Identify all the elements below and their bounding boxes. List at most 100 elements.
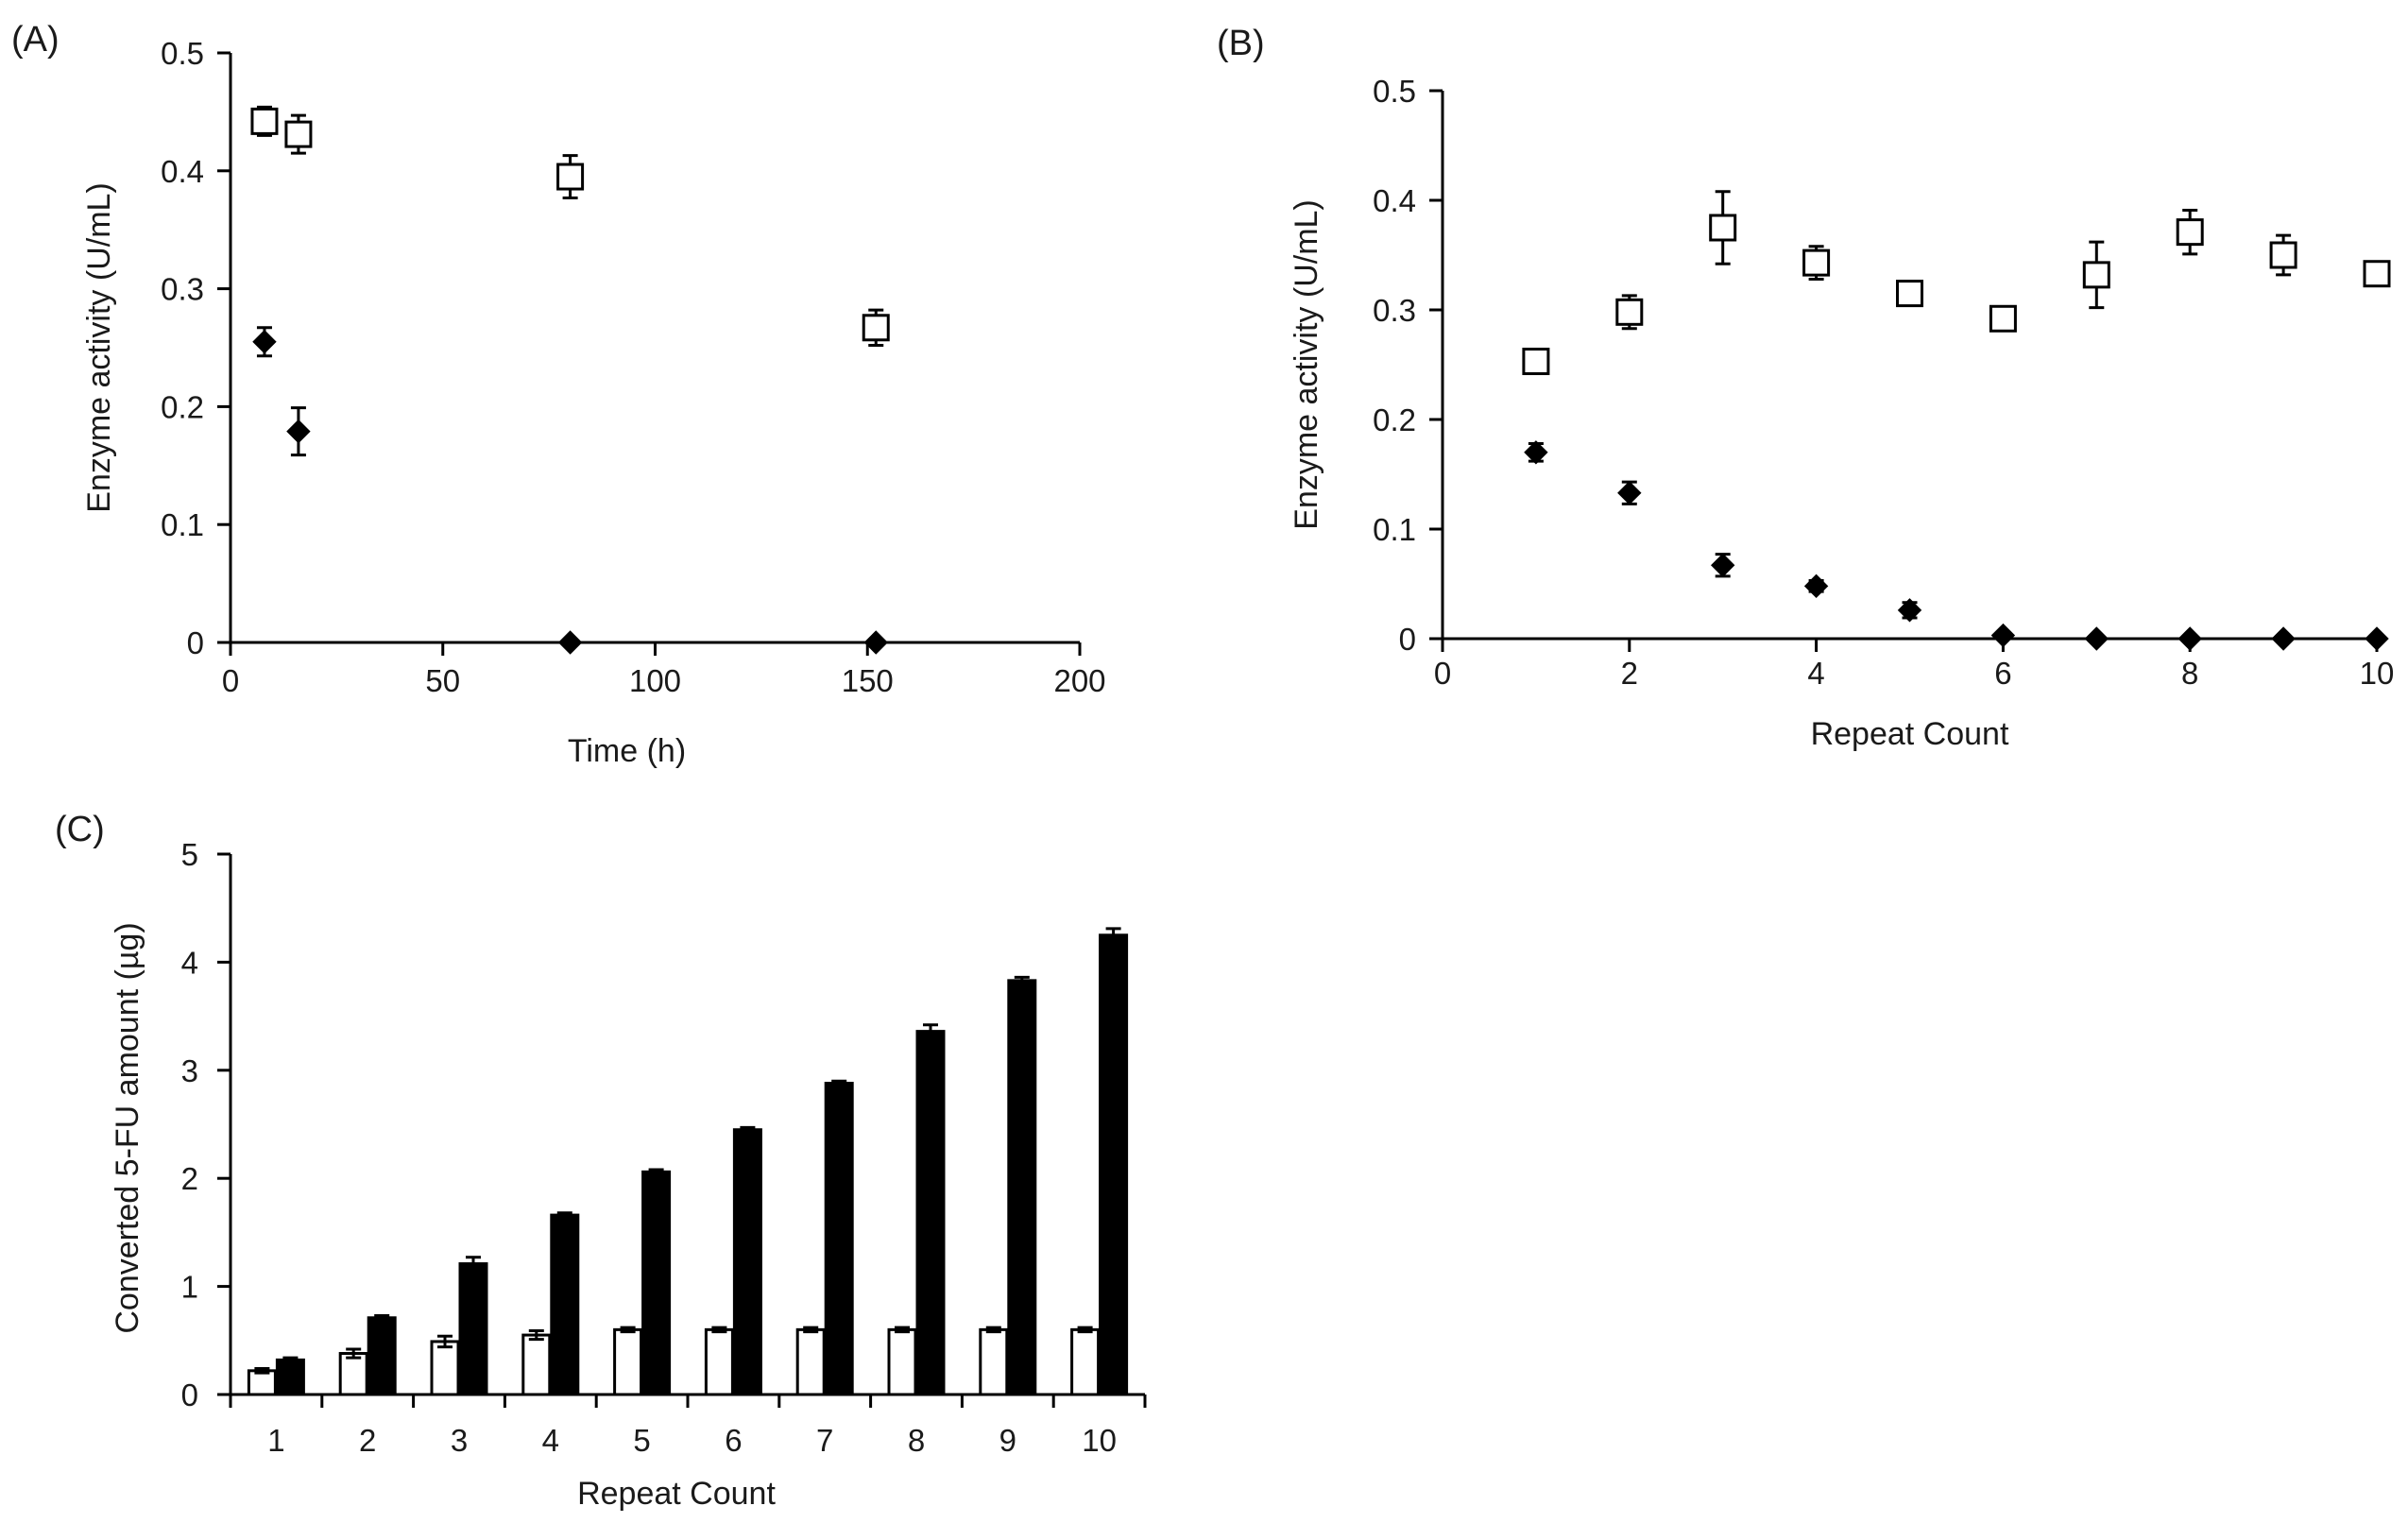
- data-point-square: [1802, 248, 1831, 277]
- panel-label-b: (B): [1217, 24, 1265, 63]
- x-axis-label-b: Repeat Count: [1811, 716, 2009, 752]
- series-filled-diamond-b: [1524, 440, 2389, 651]
- data-point-square: [1896, 280, 1923, 308]
- y-tick-label-b: 0.4: [1373, 183, 1416, 218]
- data-point-diamond: [2177, 626, 2202, 651]
- data-point-square: [2363, 260, 2391, 288]
- data-point-square: [1989, 304, 2017, 333]
- x-tick-label-c: 6: [725, 1423, 742, 1458]
- bar-filled-bar: [458, 1262, 488, 1396]
- y-tick-label-b: 0.3: [1373, 293, 1416, 328]
- y-tick-label-a: 0.3: [161, 272, 204, 307]
- x-tick-label-c: 1: [267, 1423, 284, 1458]
- y-axis-label-b: Enzyme activity (U/mL): [1289, 199, 1324, 530]
- bar-open-bar: [704, 1327, 734, 1396]
- data-point-diamond: [1990, 623, 2016, 648]
- bar-open-bar: [795, 1327, 826, 1396]
- data-point-square: [556, 163, 585, 191]
- x-tick-label-a: 0: [222, 663, 239, 698]
- panel-label-c: (C): [55, 810, 105, 849]
- bar-filled-bar: [824, 1082, 854, 1396]
- data-point-diamond: [1897, 598, 1922, 623]
- x-tick-label-b: 4: [1807, 656, 1824, 691]
- x-axis-label-a: Time (h): [568, 733, 686, 769]
- data-point-diamond: [252, 330, 277, 354]
- x-tick-label-c: 10: [1082, 1423, 1117, 1458]
- series-open-square-b: [1522, 190, 2391, 376]
- x-tick-label-c: 9: [999, 1423, 1016, 1458]
- data-point-square: [862, 314, 890, 342]
- data-point-square: [2269, 241, 2297, 269]
- y-tick-label-b: 0: [1399, 622, 1416, 657]
- series-open-bar-c: [247, 1326, 1101, 1396]
- bar-filled-bar: [275, 1358, 305, 1396]
- x-tick-label-b: 0: [1434, 656, 1451, 691]
- bar-filled-bar: [915, 1030, 946, 1396]
- y-tick-label-b: 0.2: [1373, 402, 1416, 437]
- bar-filled-bar: [550, 1213, 580, 1396]
- data-point-square: [284, 120, 313, 148]
- bar-open-bar: [613, 1327, 643, 1396]
- x-tick-label-c: 8: [908, 1423, 925, 1458]
- y-tick-label-c: 0: [181, 1378, 198, 1412]
- y-tick-label-c: 1: [181, 1270, 198, 1305]
- bar-open-bar: [979, 1327, 1009, 1396]
- data-point-diamond: [1524, 440, 1548, 465]
- bar-open-bar: [1070, 1327, 1101, 1396]
- bar-open-bar: [521, 1333, 552, 1396]
- bar-filled-bar: [1099, 933, 1129, 1396]
- data-point-diamond: [2365, 626, 2389, 651]
- data-point-diamond: [863, 630, 888, 655]
- bar-filled-bar: [641, 1170, 672, 1396]
- data-point-diamond: [2271, 626, 2296, 651]
- y-axis-label-c: Converted 5-FU amount (µg): [110, 922, 145, 1333]
- y-tick-label-c: 4: [181, 945, 198, 980]
- data-point-diamond: [1803, 573, 1829, 599]
- y-tick-label-a: 0.2: [161, 389, 204, 424]
- data-point-diamond: [1710, 553, 1735, 577]
- x-tick-label-b: 6: [1994, 656, 2011, 691]
- x-tick-label-c: 4: [542, 1423, 559, 1458]
- data-point-diamond: [557, 630, 583, 655]
- y-tick-label-a: 0.1: [161, 507, 204, 542]
- bar-filled-bar: [367, 1316, 397, 1396]
- y-tick-label-b: 0.1: [1373, 512, 1416, 547]
- data-point-square: [250, 107, 279, 135]
- data-point-square: [1709, 214, 1737, 242]
- y-tick-label-a: 0.5: [161, 36, 204, 71]
- series-filled-bar-c: [275, 927, 1129, 1396]
- x-tick-label-a: 150: [842, 663, 894, 698]
- panel-label-a: (A): [11, 20, 60, 60]
- bar-filled-bar: [1007, 979, 1037, 1396]
- data-point-square: [1522, 348, 1550, 376]
- x-tick-label-b: 10: [2360, 656, 2395, 691]
- x-tick-label-b: 2: [1621, 656, 1638, 691]
- bar-open-bar: [887, 1327, 917, 1396]
- x-axis-label-c: Repeat Count: [577, 1476, 776, 1512]
- x-tick-label-a: 200: [1053, 663, 1105, 698]
- series-filled-diamond-a: [252, 326, 888, 655]
- y-tick-label-b: 0.5: [1373, 74, 1416, 109]
- x-tick-label-c: 3: [451, 1423, 468, 1458]
- y-tick-label-a: 0.4: [161, 154, 204, 189]
- y-tick-label-c: 5: [181, 837, 198, 872]
- y-axis-label-a: Enzyme activity (U/mL): [81, 182, 117, 513]
- series-open-square-a: [250, 105, 890, 348]
- x-tick-label-c: 7: [816, 1423, 833, 1458]
- data-point-diamond: [2084, 626, 2109, 651]
- data-point-diamond: [286, 419, 311, 444]
- x-tick-label-a: 100: [629, 663, 681, 698]
- x-tick-label-a: 50: [425, 663, 460, 698]
- x-tick-label-c: 5: [633, 1423, 650, 1458]
- y-tick-label-c: 2: [181, 1161, 198, 1196]
- y-tick-label-c: 3: [181, 1053, 198, 1088]
- bar-open-bar: [430, 1340, 460, 1396]
- bar-filled-bar: [732, 1128, 762, 1396]
- data-point-square: [2176, 218, 2204, 247]
- x-tick-label-c: 2: [359, 1423, 376, 1458]
- y-tick-label-a: 0: [187, 625, 204, 660]
- x-tick-label-b: 8: [2181, 656, 2198, 691]
- bar-open-bar: [338, 1352, 368, 1396]
- data-point-square: [2082, 261, 2110, 289]
